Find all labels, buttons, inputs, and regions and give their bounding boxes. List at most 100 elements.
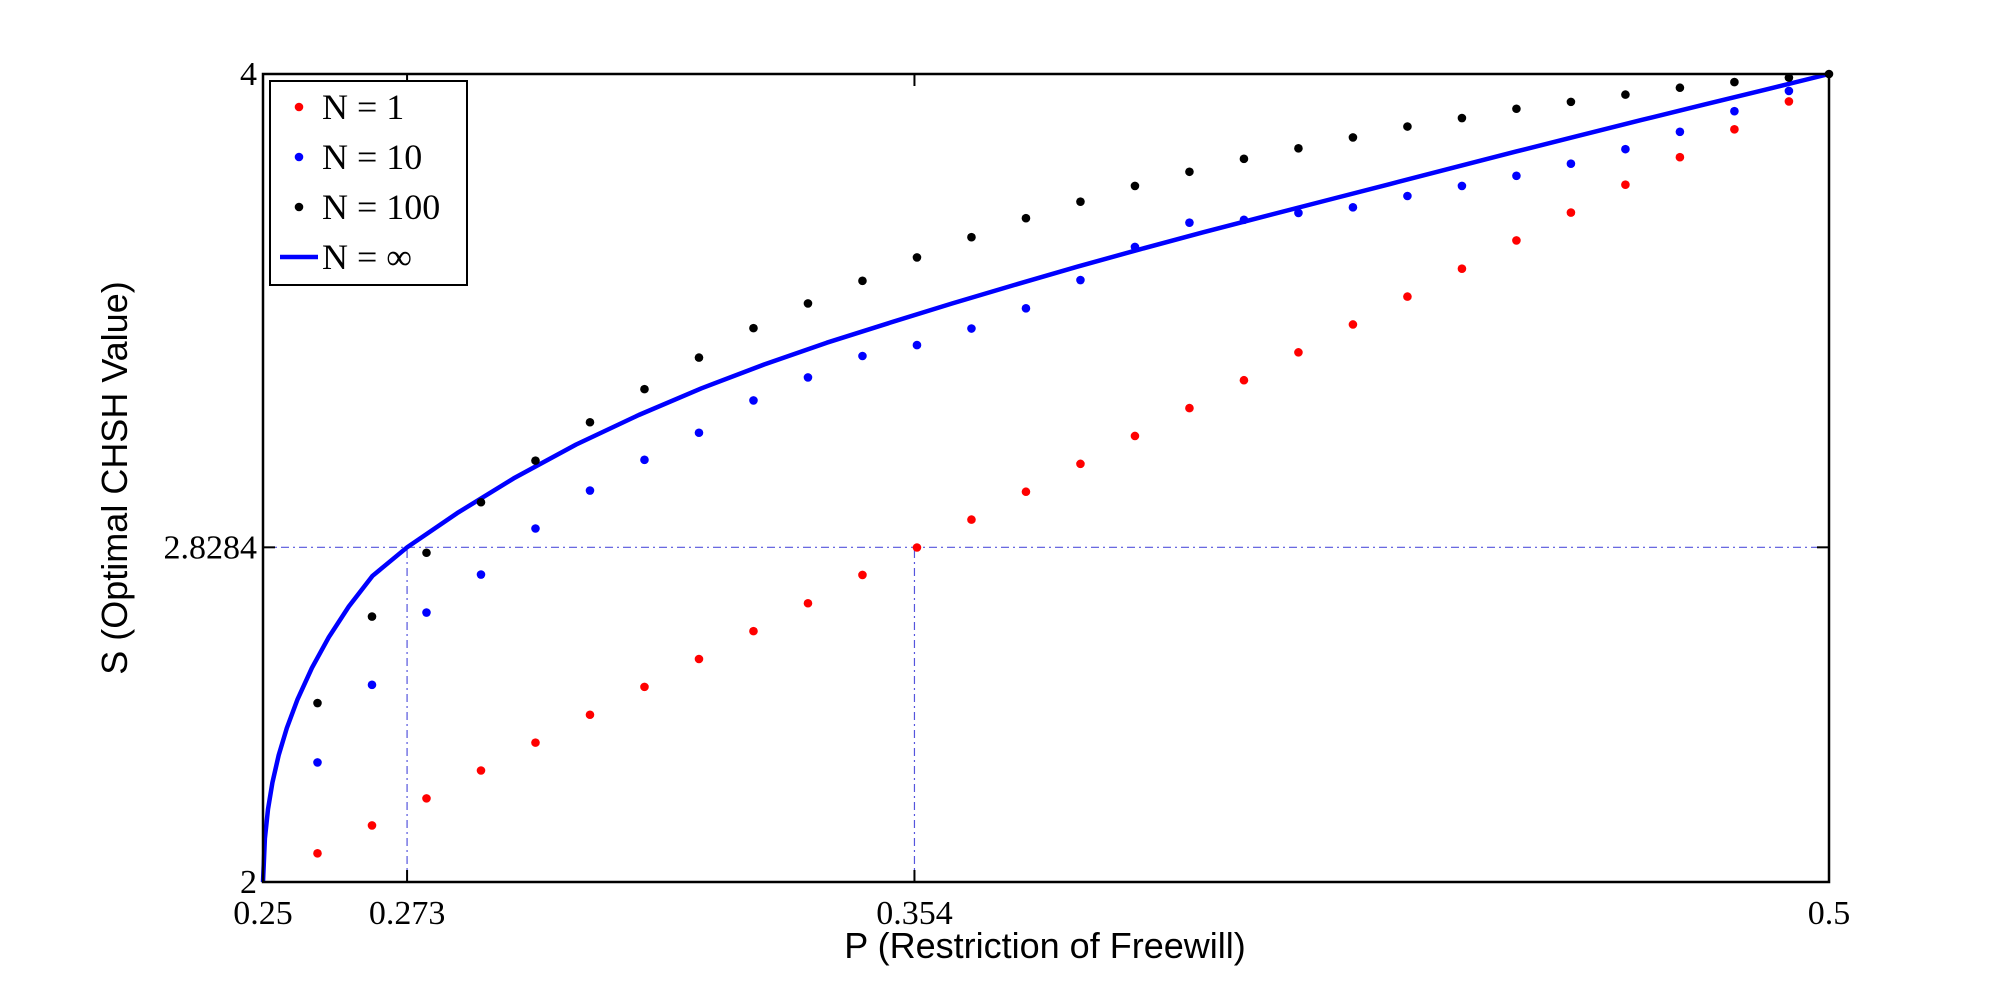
series-2-point-23 — [1566, 97, 1576, 107]
y-axis-label: S (Optimal CHSH Value) — [94, 281, 135, 674]
series-2-point-12 — [967, 232, 976, 242]
series-0-point-12 — [967, 515, 976, 524]
series-2-point-7 — [694, 353, 704, 362]
series-0-point-16 — [1185, 403, 1194, 413]
series-2-point-16 — [1185, 167, 1194, 177]
y-tick-label-0: 2 — [240, 864, 257, 901]
series-1-point-13 — [1021, 304, 1031, 313]
series-2-point-25 — [1675, 83, 1685, 93]
series-1-point-18 — [1294, 208, 1303, 218]
series-0-point-8 — [749, 626, 758, 636]
reference-lines — [263, 546, 1829, 882]
series-1-point-3 — [476, 570, 486, 579]
x-tick-label-3: 0.5 — [1808, 895, 1851, 932]
series-0-point-26 — [1730, 125, 1739, 134]
ticks-layer: 0.25 0.273 0.354 0.5 2 2.8284 4 — [164, 56, 1851, 932]
series-1-point-2 — [422, 608, 431, 617]
legend-label-3: N = ∞ — [322, 237, 412, 277]
points-layer — [313, 69, 1834, 858]
series-2-point-17 — [1239, 154, 1249, 164]
series-1-point-27 — [1784, 86, 1794, 96]
legend-swatch-2 — [294, 202, 304, 212]
series-1-point-7 — [694, 428, 704, 438]
series-0-point-3 — [476, 766, 486, 775]
series-2-point-4 — [531, 456, 540, 465]
series-0-point-11 — [912, 543, 922, 552]
legend: N = 1 N = 10 N = 100 N = ∞ — [269, 80, 468, 286]
series-1-point-16 — [1185, 218, 1194, 227]
series-0-point-27 — [1784, 97, 1794, 106]
series-0-point-4 — [531, 738, 540, 747]
series-line-n-infinity — [260, 71, 1830, 883]
legend-label-2: N = 100 — [322, 187, 440, 227]
series-1-point-26 — [1730, 106, 1739, 116]
x-tick-label-1: 0.273 — [369, 895, 446, 932]
series-1-point-11 — [912, 340, 922, 350]
series-1-point-9 — [803, 373, 813, 382]
series-0-point-2 — [422, 794, 431, 803]
series-2-point-19 — [1348, 133, 1358, 142]
series-0-point-13 — [1021, 487, 1031, 497]
series-2-point-6 — [640, 384, 649, 394]
series-0-point-20 — [1403, 292, 1412, 301]
legend-label-1: N = 10 — [322, 137, 422, 177]
y-tick-label-2: 4 — [240, 56, 257, 93]
series-1-point-5 — [585, 486, 595, 495]
x-axis-label: P (Restriction of Freewill) — [844, 925, 1245, 966]
series-0-point-19 — [1348, 320, 1358, 329]
series-1-point-22 — [1512, 171, 1521, 181]
series-2-point-22 — [1512, 104, 1521, 114]
series-1-point-23 — [1566, 159, 1576, 168]
x-tick-label-2: 0.354 — [876, 895, 953, 932]
series-0-point-17 — [1239, 375, 1249, 385]
series-2-point-14 — [1076, 197, 1085, 206]
legend-label-0: N = 1 — [322, 87, 404, 127]
legend-swatch-1 — [294, 152, 304, 162]
y-tick-label-1: 2.8284 — [164, 529, 258, 566]
series-1-point-15 — [1130, 242, 1140, 252]
series-1-point-19 — [1348, 203, 1358, 212]
series-2-point-26 — [1730, 77, 1739, 87]
series-0-point-24 — [1621, 180, 1630, 189]
legend-box — [269, 80, 468, 286]
series-1-point-12 — [967, 324, 976, 333]
series-2-point-1 — [367, 612, 377, 621]
series-1-point-4 — [531, 524, 540, 533]
series-2-point-10 — [858, 276, 867, 286]
series-0-point-5 — [585, 710, 595, 720]
series-2-point-0 — [313, 698, 322, 708]
series-0-point-9 — [803, 598, 813, 608]
series-2-point-24 — [1621, 90, 1630, 99]
legend-swatch-0 — [294, 102, 304, 112]
series-1-point-24 — [1621, 144, 1630, 154]
series-1-point-17 — [1239, 215, 1249, 225]
series-0-point-14 — [1076, 459, 1085, 469]
curve-layer — [260, 71, 1830, 883]
series-1-point-0 — [313, 758, 322, 767]
series-1-point-6 — [640, 455, 649, 465]
series-0-point-23 — [1566, 208, 1576, 217]
series-2-point-21 — [1457, 113, 1467, 123]
series-0-point-0 — [313, 849, 322, 858]
series-2-point-5 — [585, 417, 595, 427]
series-2-point-9 — [803, 299, 813, 308]
series-2-point-18 — [1294, 144, 1303, 153]
series-1-point-8 — [749, 396, 758, 405]
series-1-point-1 — [367, 680, 377, 690]
series-2-point-2 — [422, 548, 431, 558]
plot-frame — [261, 72, 1831, 884]
series-1-point-25 — [1675, 127, 1685, 137]
series-1-point-10 — [858, 351, 867, 361]
series-2-point-15 — [1130, 181, 1140, 191]
series-1-point-14 — [1076, 275, 1085, 285]
series-0-point-25 — [1675, 152, 1685, 162]
series-0-point-10 — [858, 570, 867, 580]
series-0-point-6 — [640, 682, 649, 692]
series-0-point-21 — [1457, 264, 1467, 274]
series-0-point-22 — [1512, 236, 1521, 245]
series-2-point-27 — [1784, 73, 1794, 82]
series-2-point-20 — [1403, 122, 1412, 131]
series-1-point-20 — [1403, 191, 1412, 201]
series-0-point-18 — [1294, 348, 1303, 357]
